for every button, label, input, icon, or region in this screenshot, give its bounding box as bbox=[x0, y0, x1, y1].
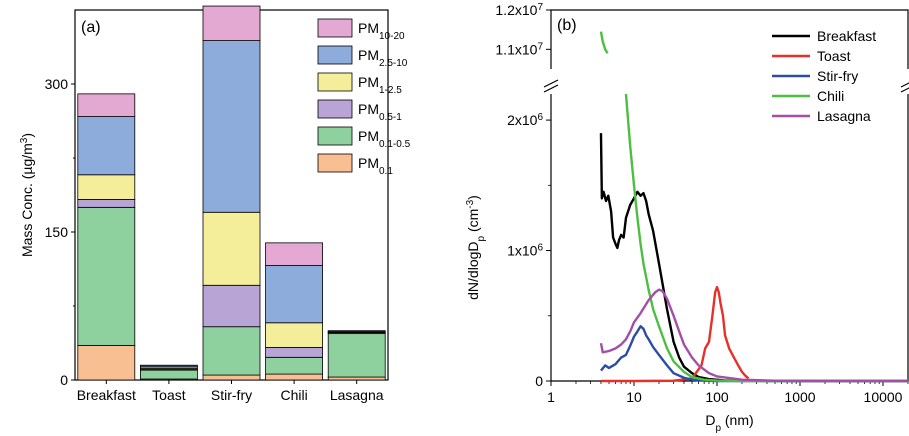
axis-break-mark bbox=[900, 87, 909, 93]
legend-label: PM10-20 bbox=[358, 20, 405, 42]
upper-frame bbox=[550, 9, 909, 69]
bar-toast-pm0-1-0-5 bbox=[139, 369, 198, 380]
panel-label: (b) bbox=[557, 17, 577, 34]
legend-label: PM0.5-1 bbox=[358, 101, 402, 123]
axis-break-mark bbox=[900, 82, 909, 88]
bar-chili-pm2-5-10 bbox=[265, 265, 324, 324]
y-tick-label: 1.2x107 bbox=[495, 2, 543, 19]
x-axis-label: Dp (nm) bbox=[705, 412, 753, 434]
panel-a-bar-chart: Breakfast Toast Stir-fry Chili Lasagna 0 150 30… bbox=[19, 5, 411, 403]
bar-breakfast-pm0-1 bbox=[77, 345, 136, 381]
x-tick-label: 10 bbox=[626, 389, 642, 405]
series-stir-fry-line bbox=[600, 325, 908, 383]
axis-break-gap bbox=[900, 80, 909, 88]
y-tick-label: 150 bbox=[45, 224, 69, 240]
legend-label: Breakfast bbox=[817, 28, 876, 44]
series-toast-line bbox=[600, 285, 750, 383]
series-breakfast-line bbox=[599, 133, 908, 383]
bar-chili-pm0-1-0-5 bbox=[265, 356, 324, 375]
x-tick-label: Stir-fry bbox=[211, 387, 252, 403]
legend-label: PM2.5-10 bbox=[358, 47, 408, 69]
axis-break-mark bbox=[543, 84, 559, 93]
legend-swatch bbox=[317, 153, 353, 173]
y-tick-label: 1.1x107 bbox=[495, 41, 543, 58]
bar-toast-pm10-20 bbox=[139, 364, 198, 367]
bar-stir-fry-pm0-5-1 bbox=[202, 284, 261, 328]
x-tick-label: Lasagna bbox=[330, 387, 384, 403]
panel-b-line-chart: 1 10 100 1000 10000 0 1x106 2x106 1.1x107 1.2x107… bbox=[465, 2, 909, 434]
x-tick-label: Toast bbox=[152, 387, 186, 403]
legend-swatch bbox=[317, 126, 353, 146]
bar-chili-pm10-20 bbox=[265, 242, 324, 266]
bar-stir-fry-pm2-5-10 bbox=[202, 40, 261, 213]
legend-label: PM0.1-0.5 bbox=[358, 128, 411, 150]
legend-label: PM0.1 bbox=[358, 155, 393, 177]
bar-breakfast-pm10-20 bbox=[77, 93, 136, 117]
bar-chili-pm0-1 bbox=[265, 373, 324, 381]
legend-label: Chili bbox=[817, 88, 844, 104]
y-tick-label: 0 bbox=[60, 372, 68, 388]
bar-breakfast-pm0-5-1 bbox=[77, 199, 136, 208]
y-tick-label: 0 bbox=[535, 373, 543, 389]
x-tick-label: 1000 bbox=[784, 389, 815, 405]
x-tick-label: 100 bbox=[705, 389, 729, 405]
bar-breakfast-pm1-2-5 bbox=[77, 174, 136, 200]
y-tick-label: 2x106 bbox=[507, 112, 543, 129]
legend-swatch bbox=[317, 72, 353, 92]
legend-label: Stir-fry bbox=[817, 68, 858, 84]
bar-stir-fry-pm1-2-5 bbox=[202, 211, 261, 286]
bar-breakfast-pm0-1-0-5 bbox=[77, 206, 136, 346]
series-chili-upper bbox=[599, 31, 609, 54]
y-tick-label: 300 bbox=[45, 76, 69, 92]
lower-frame bbox=[550, 94, 909, 382]
x-tick-label: 10000 bbox=[864, 389, 903, 405]
panel-label: (a) bbox=[81, 19, 101, 36]
legend-label: Toast bbox=[817, 48, 851, 64]
series-chili-line bbox=[624, 93, 908, 383]
bar-stir-fry-pm0-1 bbox=[202, 374, 261, 381]
legend-swatch bbox=[317, 99, 353, 119]
y-tick-label: 1x106 bbox=[507, 242, 543, 259]
legend-label: Lasagna bbox=[817, 108, 871, 124]
bar-chili-pm1-2-5 bbox=[265, 322, 324, 348]
x-tick-label: Breakfast bbox=[77, 387, 136, 403]
bar-stir-fry-pm0-1-0-5 bbox=[202, 326, 261, 376]
series-lasagna-line bbox=[599, 288, 908, 383]
y-axis-label: Mass Conc. (µg/m3) bbox=[19, 133, 36, 257]
x-tick-label: 1 bbox=[547, 389, 555, 405]
y-axis-label: dN/dlogDp (cm-3) bbox=[465, 195, 487, 300]
bar-chili-pm0-5-1 bbox=[265, 347, 324, 358]
bar-lasagna-pm0-1 bbox=[327, 376, 386, 381]
legend-swatch bbox=[317, 45, 353, 65]
bar-breakfast-pm2-5-10 bbox=[77, 116, 136, 176]
x-tick-label: Chili bbox=[280, 387, 307, 403]
legend-swatch bbox=[317, 18, 353, 38]
legend-label: PM1-2.5 bbox=[358, 74, 402, 96]
bar-lasagna-pm0-1-0-5 bbox=[327, 333, 386, 378]
bar-stir-fry-pm10-20 bbox=[202, 5, 261, 41]
axis-break-mark bbox=[543, 79, 559, 88]
